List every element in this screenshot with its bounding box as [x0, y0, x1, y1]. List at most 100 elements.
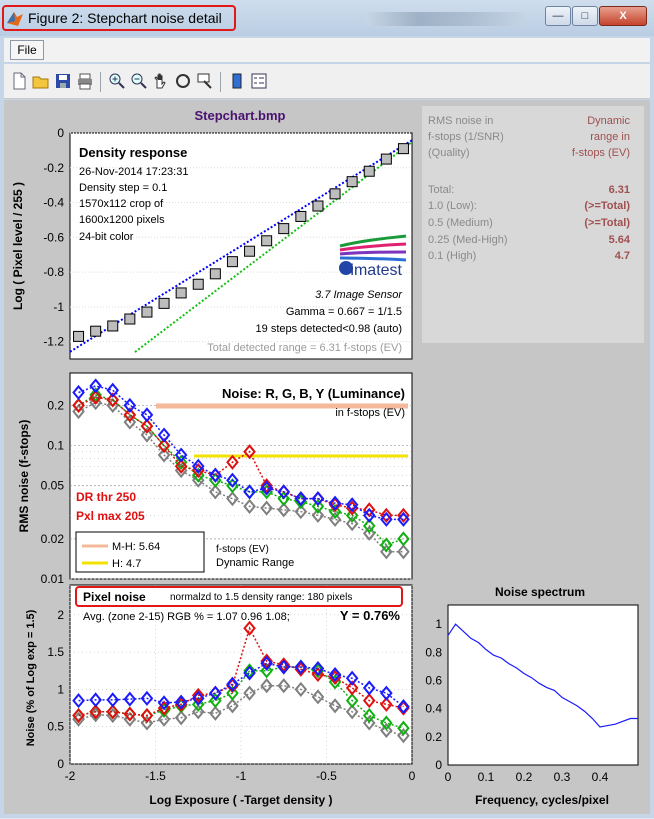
pixel-noise-point	[277, 678, 291, 694]
pixel-noise-xtick-label: -0.5	[316, 769, 337, 783]
table-row-label: 0.5 (Medium)	[428, 217, 493, 229]
density-info-line: 1600x1200 pixels	[79, 214, 165, 226]
pixel-max-label: Pxl max 205	[76, 509, 145, 523]
noise-point	[380, 537, 393, 553]
noise-ytick-label: 0.2	[47, 398, 64, 412]
pixel-noise-point	[191, 690, 205, 706]
pixel-noise-point	[243, 620, 256, 636]
table-row-label: Total:	[428, 184, 454, 196]
pixel-noise-series-line	[78, 684, 404, 737]
new-file-icon[interactable]	[10, 72, 28, 90]
noise-point	[191, 458, 205, 474]
pixel-noise-point	[397, 720, 410, 736]
density-ytick-label: -0.4	[43, 196, 64, 210]
table-row-value: 5.64	[609, 234, 631, 246]
window-bottom-border	[0, 814, 654, 818]
noise-point	[140, 407, 154, 423]
table-col1-header: RMS noise in	[428, 115, 493, 127]
noise-point	[89, 389, 102, 405]
pixel-noise-point	[243, 665, 256, 681]
noise-point	[311, 498, 325, 514]
pixel-noise-point	[260, 678, 273, 694]
density-point	[90, 325, 102, 337]
spectrum-ytick-label: 0.2	[425, 730, 442, 744]
window-title: Figure 2: Stepchart noise detail	[28, 10, 222, 26]
pixel-noise-point	[243, 663, 256, 679]
density-ytick-label: -0.6	[43, 230, 64, 244]
figure-canvas: Stepchart.bmp 0 -0.2 -0.4 -0.6 -0.8 -1 -1.2 Lo…	[4, 100, 650, 814]
menu-bar: File	[4, 38, 650, 62]
dr-legend-box	[75, 531, 205, 573]
toolbar-separator	[220, 72, 221, 92]
pixel-noise-xtick-label: -1.5	[145, 769, 166, 783]
noise-point	[277, 484, 291, 500]
pixel-noise-yticks: 0 0.5 1 1.5 2	[47, 608, 64, 771]
zoom-out-icon[interactable]	[130, 72, 148, 90]
density-ytick-label: -0.2	[43, 161, 64, 175]
density-points	[73, 143, 409, 342]
spectrum-xtick-label: 0.1	[478, 770, 495, 784]
print-icon[interactable]	[76, 72, 94, 90]
pixel-noise-xlabel: Log Exposure ( -Target density )	[149, 793, 332, 807]
pixel-noise-point	[345, 693, 359, 709]
zoom-in-icon[interactable]	[108, 72, 126, 90]
noise-point	[380, 507, 393, 523]
table-col2-header: f-stops (EV)	[572, 147, 630, 159]
rotate-3d-icon[interactable]	[174, 72, 192, 90]
spectrum-ytick-label: 0.6	[425, 674, 442, 688]
pixel-noise-xticks: -2 -1.5 -1 -0.5 0	[65, 769, 416, 783]
noise-point	[362, 507, 376, 523]
menu-file[interactable]: File	[10, 40, 44, 60]
legend-icon[interactable]	[250, 72, 268, 90]
noise-point	[397, 511, 410, 527]
save-icon[interactable]	[54, 72, 72, 90]
spectrum-xtick-label: 0	[445, 770, 452, 784]
noise-point	[243, 444, 256, 460]
matlab-icon	[7, 12, 23, 26]
pixel-noise-point	[140, 690, 154, 706]
pixel-noise-point	[209, 693, 222, 709]
maximize-button[interactable]: □	[572, 6, 598, 26]
pixel-noise-highlight-box	[75, 586, 403, 607]
noise-point	[226, 472, 239, 488]
pixel-noise-point	[157, 702, 171, 718]
density-heading: Density response	[79, 145, 187, 160]
noise-point	[123, 397, 137, 413]
noise-yticks: 0.2 0.1 0.05 0.02 0.01	[41, 398, 65, 586]
pixel-noise-point	[72, 693, 85, 709]
noise-point	[157, 427, 171, 443]
pixel-noise-xtick-label: -2	[65, 769, 76, 783]
density-point	[346, 176, 358, 188]
open-folder-icon[interactable]	[32, 72, 50, 90]
pixel-noise-point	[397, 728, 410, 744]
pixel-noise-subtitle: normalzd to 1.5 density range: 180 pixel…	[170, 592, 352, 603]
noise-ytick-label: 0.05	[41, 479, 65, 493]
pan-hand-icon[interactable]	[152, 72, 170, 90]
pixel-noise-point	[328, 698, 342, 714]
noise-ylabel: RMS noise (f-stops)	[17, 420, 31, 533]
pixel-noise-point	[380, 685, 393, 701]
noise-point	[345, 507, 359, 523]
noise-point	[140, 418, 154, 434]
spectrum-xtick-label: 0.3	[554, 770, 571, 784]
minimize-button[interactable]: —	[545, 6, 571, 26]
spectrum-xtick-label: 0.4	[592, 770, 609, 784]
colorbar-icon[interactable]	[228, 72, 246, 90]
data-cursor-icon[interactable]	[196, 72, 214, 90]
noise-ytick-label: 0.1	[47, 439, 64, 453]
imatest-logo-text: imatest	[350, 262, 402, 279]
pixel-noise-point	[294, 681, 308, 697]
pixel-noise-point	[362, 680, 376, 696]
pixel-noise-point	[209, 705, 222, 721]
title-bar[interactable]: Figure 2: Stepchart noise detail — □ X	[0, 0, 654, 36]
density-ytick-label: -0.8	[43, 265, 64, 279]
pixel-noise-point	[277, 657, 291, 673]
close-button[interactable]: X	[599, 6, 647, 26]
pixel-noise-point	[191, 696, 205, 712]
blurred-title-text	[365, 12, 525, 26]
noise-point	[174, 458, 188, 474]
noise-point	[294, 504, 308, 520]
noise-point	[328, 504, 342, 520]
pixel-noise-point	[89, 704, 102, 720]
pixel-noise-ytick-label: 2	[57, 608, 64, 622]
